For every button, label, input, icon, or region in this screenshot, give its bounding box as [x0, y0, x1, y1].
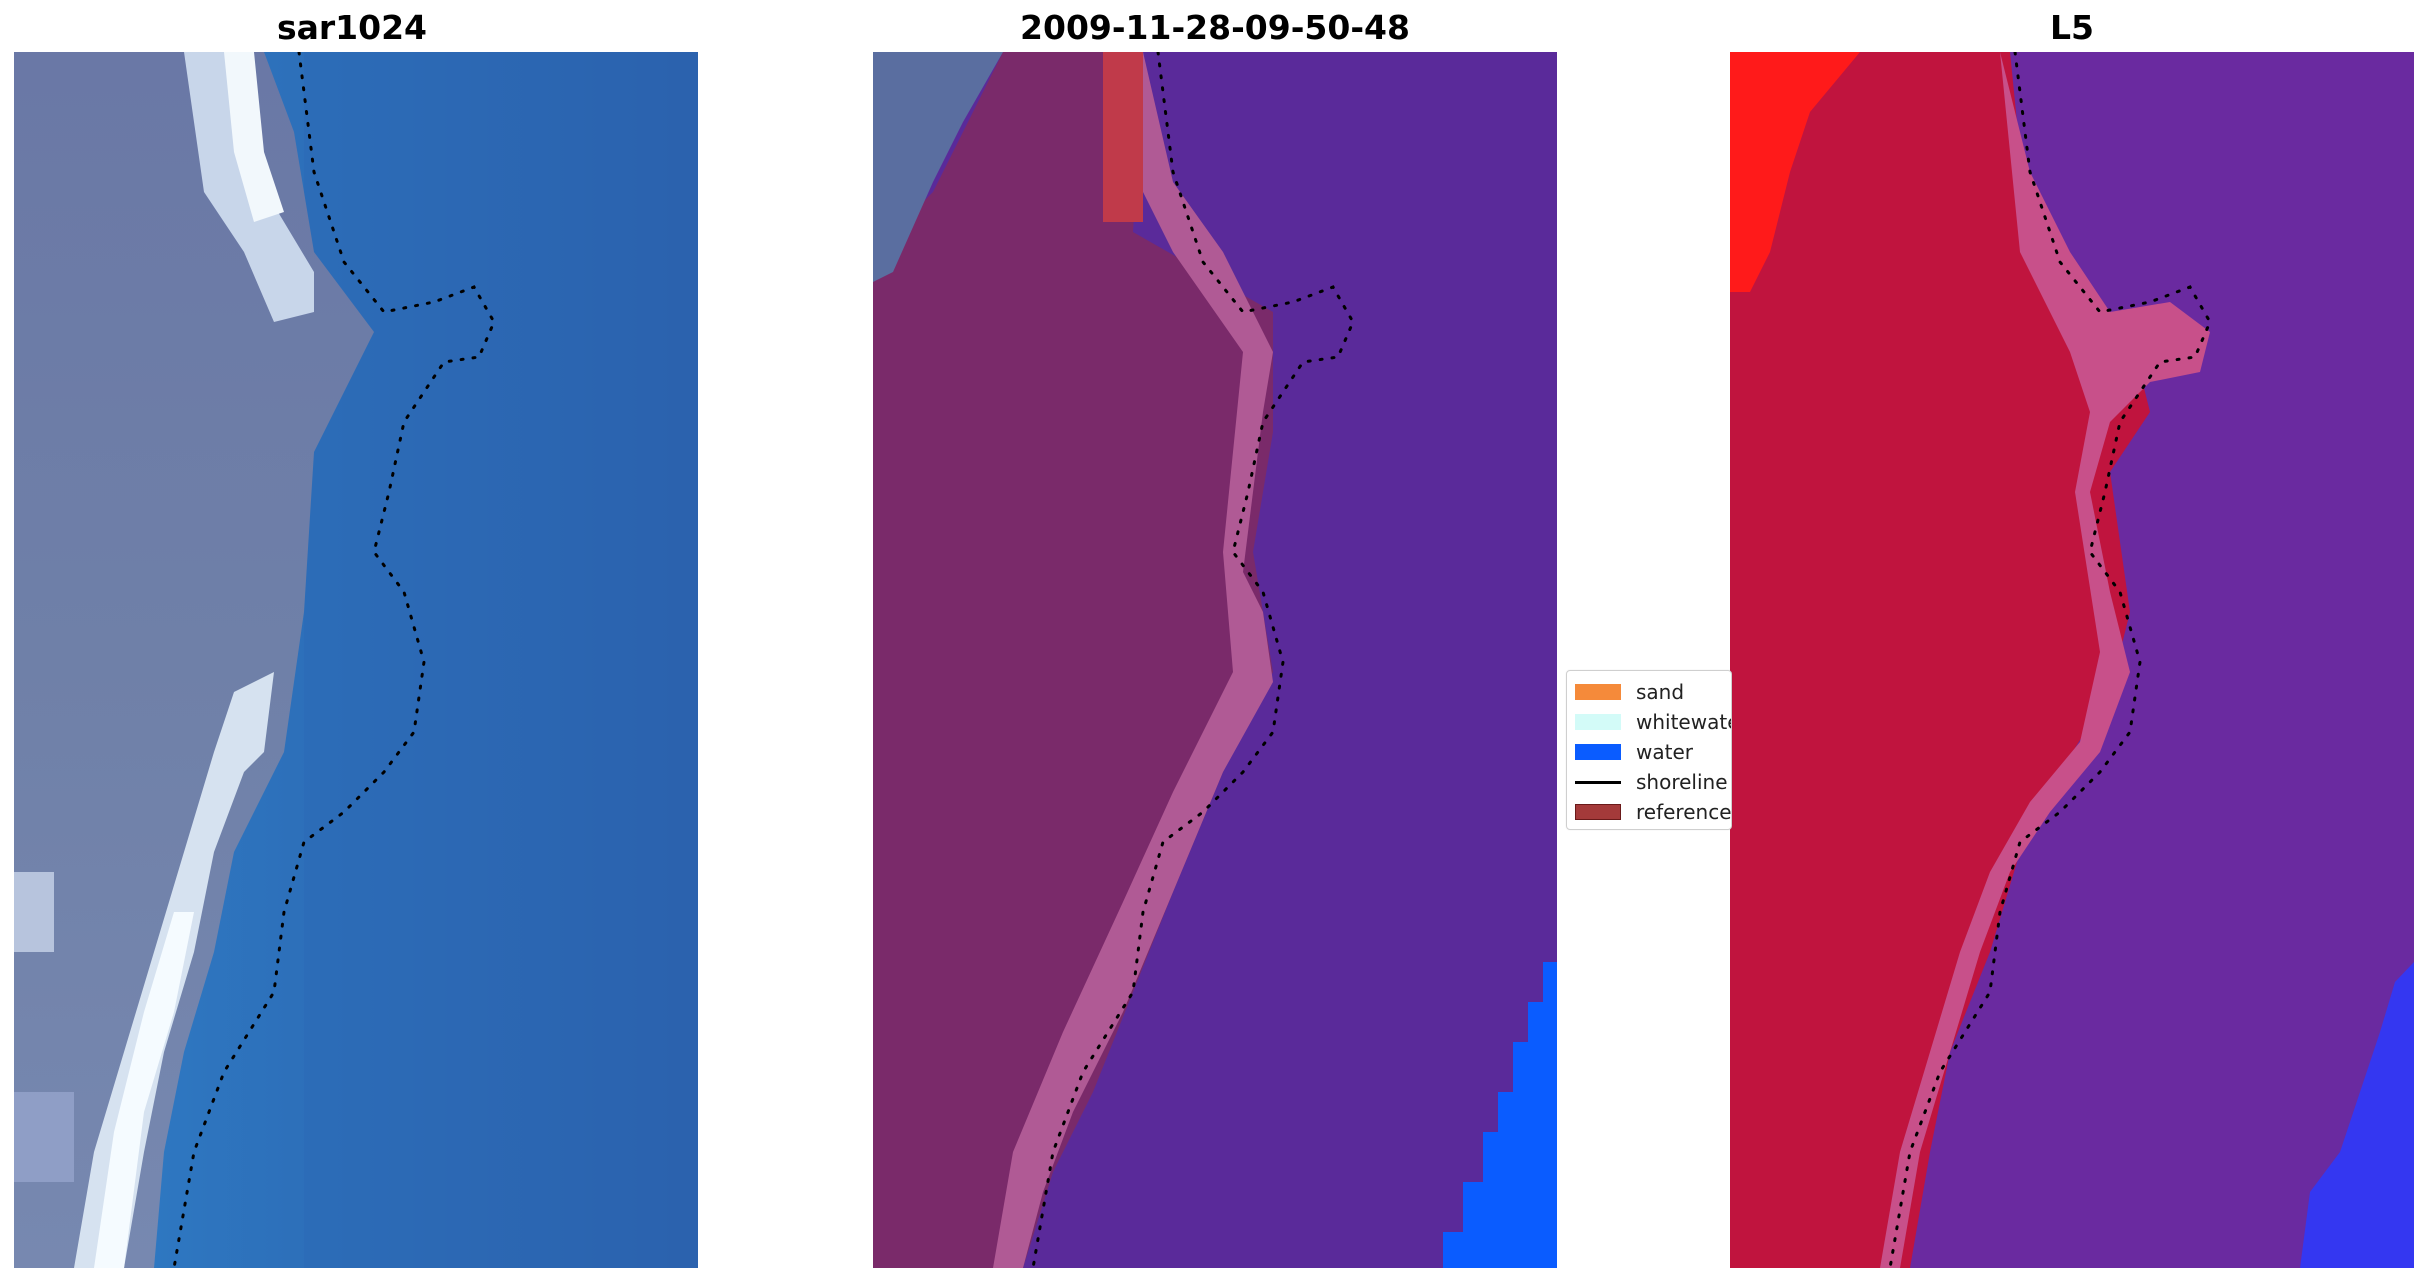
swatch-water: [1575, 744, 1621, 760]
legend-item-sand: sand: [1575, 679, 1684, 705]
shoreline-l5: [1888, 52, 2212, 1268]
legend-label: sand: [1636, 680, 1685, 704]
legend-label: whitewater: [1636, 710, 1731, 734]
legend-label: reference: [1636, 800, 1732, 824]
swatch-whitewater: [1575, 714, 1621, 730]
legend-label: water: [1636, 740, 1693, 764]
classification-image: [873, 52, 1557, 1268]
swatch-reference: [1575, 804, 1621, 820]
image-panel-classification: [873, 52, 1557, 1268]
image-panel-sar: [14, 52, 698, 1268]
legend-item-whitewater: whitewater: [1575, 709, 1731, 735]
shoreline-classification: [1031, 52, 1355, 1268]
sar-image: [14, 52, 698, 1268]
legend-item-reference: reference: [1575, 799, 1732, 825]
l5-image: [1730, 52, 2414, 1268]
legend: sand whitewater water shoreline referenc…: [1566, 670, 1732, 830]
shoreline-sar: [172, 52, 496, 1268]
panel-title-sar: sar1024: [276, 8, 428, 47]
swatch-sand: [1575, 684, 1621, 700]
swatch-shoreline: [1575, 780, 1621, 784]
panel-title-l5: L5: [2050, 8, 2094, 47]
image-panel-l5: [1730, 52, 2414, 1268]
legend-item-shoreline: shoreline: [1575, 769, 1728, 795]
legend-item-water: water: [1575, 739, 1693, 765]
panel-title-date: 2009-11-28-09-50-48: [1020, 8, 1410, 47]
legend-label: shoreline: [1636, 770, 1728, 794]
